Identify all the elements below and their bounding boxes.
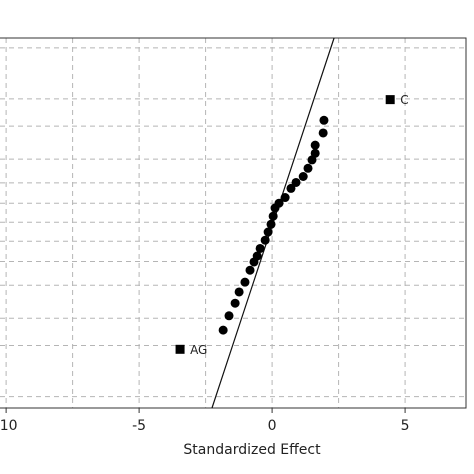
effect-point — [230, 298, 240, 308]
effect-point — [240, 277, 250, 287]
effect-point — [263, 227, 273, 237]
significant-point — [175, 344, 185, 354]
effect-point — [274, 198, 284, 208]
effect-point — [319, 115, 329, 125]
effect-point — [303, 163, 313, 173]
effect-point — [291, 177, 301, 187]
x-tick-label: 5 — [401, 418, 410, 434]
x-tick-label: -10 — [0, 418, 18, 434]
x-tick-label: -5 — [132, 418, 146, 434]
x-tick-label: 0 — [268, 418, 277, 434]
effect-point — [224, 311, 234, 321]
effect-point — [310, 140, 320, 150]
effect-point — [234, 287, 244, 297]
significant-point — [385, 95, 395, 105]
effect-point — [286, 183, 296, 193]
plot-frame — [0, 37, 467, 409]
point-label: C — [400, 93, 408, 107]
point-label: AG — [190, 343, 207, 357]
effect-point — [260, 235, 270, 245]
effect-point — [245, 265, 255, 275]
effect-point — [280, 193, 290, 203]
effect-point — [252, 251, 262, 261]
effect-point — [298, 171, 308, 181]
effect-point — [266, 219, 276, 229]
x-axis-label: Standardized Effect — [183, 442, 321, 458]
effect-point — [268, 211, 278, 221]
effect-point — [318, 128, 328, 138]
effect-point — [310, 148, 320, 158]
effect-point — [218, 325, 228, 335]
effect-point — [255, 243, 265, 253]
